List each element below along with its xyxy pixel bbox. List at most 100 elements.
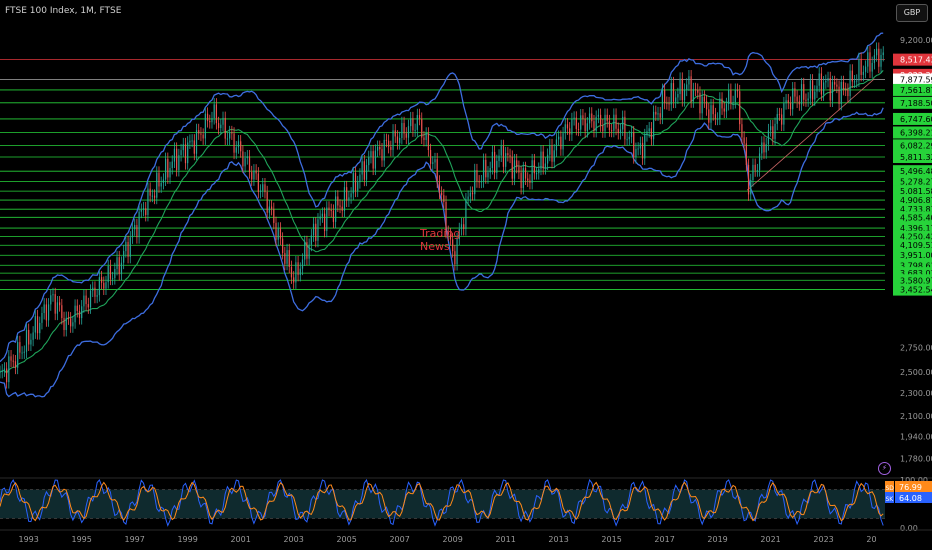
fib-price-label-10: 4,733.81 <box>900 205 932 214</box>
candle-body <box>118 257 120 275</box>
candle-body <box>191 140 193 142</box>
x-tick-label: 2023 <box>813 535 833 544</box>
candle-body <box>25 329 28 352</box>
candle-body <box>641 142 644 159</box>
candle-body <box>661 89 664 118</box>
osc-scale-0: 0.00 <box>900 524 918 533</box>
candle-body <box>220 124 222 129</box>
currency-button[interactable]: GBP <box>896 4 928 22</box>
candle-body <box>399 138 401 144</box>
lightning-icon[interactable]: ⚡ <box>878 462 891 475</box>
candle-body <box>109 266 112 279</box>
candle-body <box>597 114 599 117</box>
candle-body <box>471 192 474 195</box>
candle-body <box>873 55 876 63</box>
candle-body <box>147 188 149 215</box>
candle-body <box>498 155 500 161</box>
candle-body <box>421 118 423 138</box>
candle-body <box>240 141 242 152</box>
candle-body <box>222 117 224 125</box>
candle-body <box>259 190 262 192</box>
candle-body <box>257 173 259 192</box>
candle-body <box>189 140 191 143</box>
candle-body <box>476 170 478 182</box>
candle-body <box>659 113 661 118</box>
watermark-line-1: Trading <box>420 227 461 240</box>
candle-body <box>47 304 50 321</box>
candle-body <box>582 115 584 119</box>
candle-body <box>505 153 507 167</box>
fib-price-label-1: 7,188.50 <box>900 99 932 108</box>
candle-body <box>668 103 670 105</box>
candle-body <box>32 332 34 340</box>
candle-body <box>617 128 619 134</box>
candle-body <box>94 287 96 297</box>
candle-body <box>615 114 617 129</box>
fib-price-label-4-bg <box>893 139 932 152</box>
candle-body <box>410 118 412 127</box>
candle-body <box>560 136 562 150</box>
price-scale-label: 1,940.00 <box>900 432 932 441</box>
candle-body <box>354 173 357 191</box>
candle-body <box>452 239 454 252</box>
candle-body <box>112 278 114 280</box>
candle-body <box>436 159 438 182</box>
candle-body <box>127 241 129 257</box>
candle-body <box>297 262 299 275</box>
fib-price-label-18-bg <box>893 274 932 287</box>
candle-body <box>619 129 622 134</box>
fib-price-label-6-bg <box>893 165 932 178</box>
candle-body <box>414 129 416 131</box>
candle-body <box>485 159 487 178</box>
candle-body <box>321 213 323 217</box>
fib-price-label-14-bg <box>893 239 932 252</box>
candle-body <box>142 208 145 210</box>
fib-price-label-7: 5,278.27 <box>900 177 932 186</box>
candle-body <box>326 207 328 231</box>
candle-body <box>553 150 555 162</box>
candle-body <box>182 144 184 151</box>
price-scale-label: 1,780.00 <box>900 454 932 463</box>
fib-price-label-15: 3,951.00 <box>900 251 932 260</box>
x-tick-label: 2007 <box>389 535 409 544</box>
candle-body <box>17 342 19 368</box>
middle-band-line <box>0 70 884 375</box>
candle-body <box>756 170 758 172</box>
candle-body <box>361 161 363 175</box>
candle-body <box>458 229 460 240</box>
candle-body <box>511 156 513 179</box>
candle-body <box>41 313 43 323</box>
candle-body <box>171 161 173 168</box>
candle-body <box>376 146 379 151</box>
candle-body <box>739 91 741 125</box>
candle-body <box>723 108 725 112</box>
candle-body <box>474 170 476 195</box>
candle-body <box>789 102 792 110</box>
candle-body <box>732 102 734 104</box>
candle-body <box>363 161 365 180</box>
candle-body <box>624 116 626 140</box>
price-scale-label: 2,500.00 <box>900 368 932 377</box>
fib-price-label-3-bg <box>893 126 932 139</box>
candle-body <box>78 310 81 319</box>
candle-body <box>652 111 655 140</box>
candle-body <box>213 104 215 119</box>
candle-body <box>76 305 78 311</box>
candle-body <box>712 105 714 115</box>
candle-body <box>350 193 352 198</box>
candle-body <box>851 70 853 82</box>
candle-body <box>758 153 761 171</box>
candle-body <box>310 235 312 245</box>
candle-body <box>180 150 182 156</box>
candle-body <box>343 187 346 211</box>
candle-body <box>778 114 781 116</box>
candle-body <box>23 351 25 353</box>
candle-body <box>306 241 308 259</box>
fib-price-label-0: 7,561.87 <box>900 86 932 95</box>
candle-body <box>74 305 76 323</box>
candle-body <box>494 151 496 173</box>
candle-body <box>242 151 244 167</box>
